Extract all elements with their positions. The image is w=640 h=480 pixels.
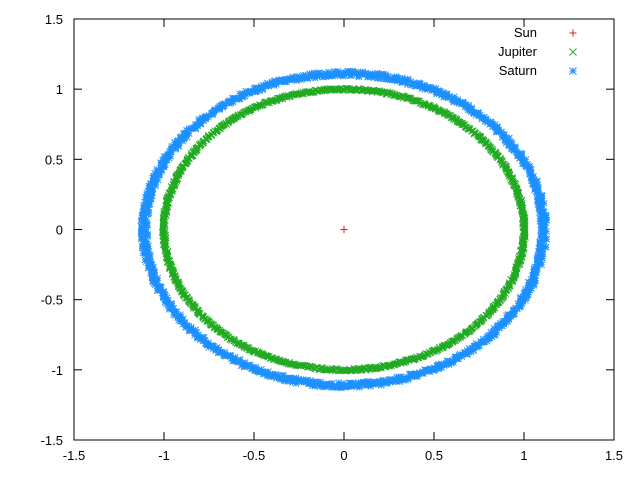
- x-tick-label: -1: [158, 448, 170, 463]
- x-tick-label: 0: [340, 448, 347, 463]
- y-tick-label: -1: [51, 363, 63, 378]
- series-jupiter: [158, 84, 529, 375]
- jupiter-point: [450, 114, 458, 121]
- x-tick-label: -0.5: [243, 448, 265, 463]
- axis-ticks: -1.5 -1 -0.5 0 0.5 1 1.5 -1.5 -1 -0.5 0 0.5 1 1.5: [41, 12, 623, 463]
- sun-point: [340, 226, 348, 233]
- legend-marker-saturn: [569, 67, 577, 75]
- jupiter-point: [424, 102, 432, 110]
- saturn-point: [537, 226, 545, 234]
- y-tick-label: 0: [56, 223, 63, 238]
- y-tick-label: -1.5: [41, 433, 63, 448]
- jupiter-point: [412, 97, 420, 105]
- legend: Sun Jupiter Saturn: [498, 25, 577, 78]
- legend-marker-sun: [569, 29, 577, 37]
- jupiter-point: [446, 111, 454, 119]
- data-points: [137, 67, 551, 392]
- x-tick-label: 0.5: [425, 448, 443, 463]
- y-tick-label: 1.5: [45, 12, 63, 27]
- x-tick-label: -1.5: [63, 448, 85, 463]
- legend-label-saturn: Saturn: [499, 63, 537, 78]
- x-tick-label: 1: [520, 448, 527, 463]
- y-tick-label: 1: [56, 82, 63, 97]
- legend-label-sun: Sun: [514, 25, 537, 40]
- y-tick-label: -0.5: [41, 293, 63, 308]
- x-tick-label: 1.5: [605, 448, 623, 463]
- series-sun: [340, 226, 348, 233]
- y-tick-label: 0.5: [45, 152, 63, 167]
- legend-marker-jupiter: [569, 48, 577, 56]
- legend-label-jupiter: Jupiter: [498, 44, 538, 59]
- jupiter-point: [360, 87, 368, 94]
